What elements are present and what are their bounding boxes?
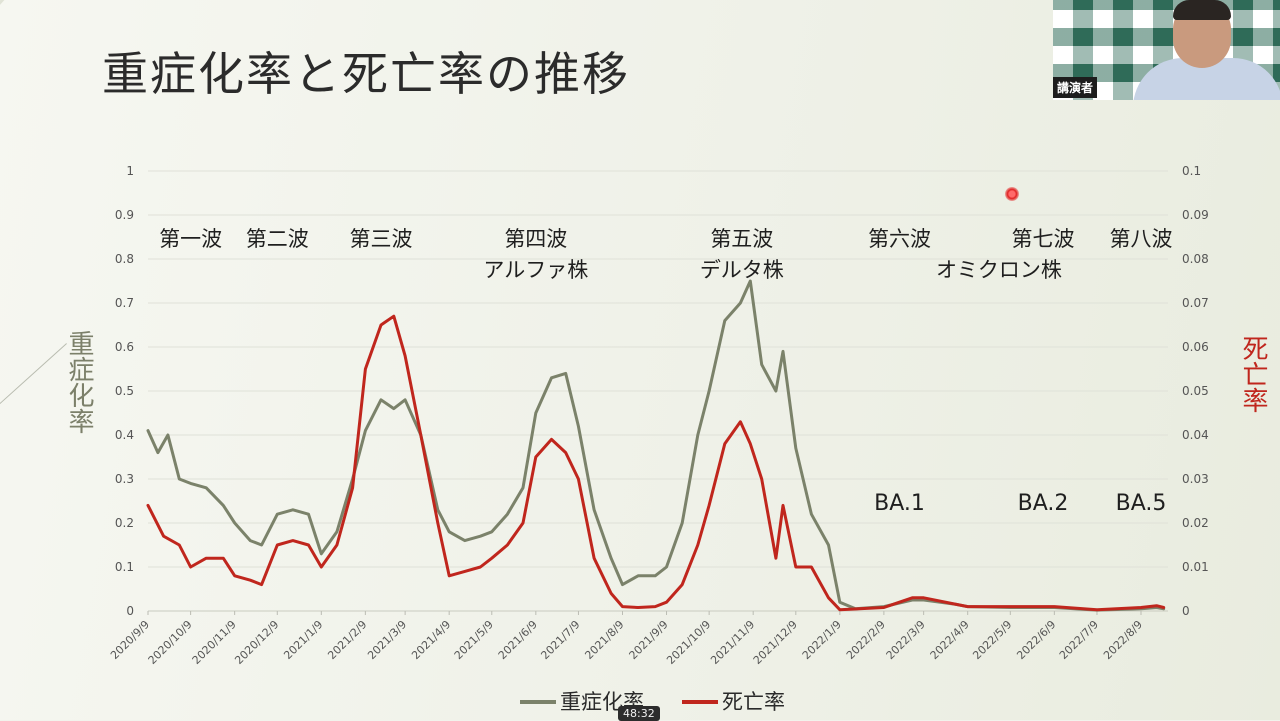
left-tick-label: 0.7 [115, 296, 134, 310]
right-tick-label: 0.09 [1182, 208, 1209, 222]
x-tick-label: 2022/4/9 [928, 618, 972, 662]
x-tick-label: 2021/6/9 [496, 618, 540, 662]
laser-pointer-dot [1005, 187, 1019, 201]
right-tick-label: 0.07 [1182, 296, 1209, 310]
left-tick-label: 1 [126, 164, 134, 178]
x-tick-label: 2021/9/9 [627, 618, 671, 662]
series-line-death-rate [146, 314, 1166, 612]
left-tick-label: 0.9 [115, 208, 134, 222]
x-tick-label: 2021/1/9 [281, 618, 325, 662]
variant-label: BA.1 [874, 491, 925, 516]
left-axis-title: 重症化率 [64, 330, 94, 434]
strain-label: デルタ株 [700, 258, 784, 282]
x-tick-label: 2022/6/9 [1014, 618, 1058, 662]
right-tick-label: 0.04 [1182, 428, 1209, 442]
left-tick-label: 0 [126, 604, 134, 618]
x-tick-label: 2021/3/9 [365, 618, 409, 662]
left-tick-label: 0.1 [115, 560, 134, 574]
left-tick-label: 0.2 [115, 516, 134, 530]
right-tick-label: 0.03 [1182, 472, 1209, 486]
x-tick-label: 2021/2/9 [325, 618, 369, 662]
video-timestamp: 48:32 [618, 706, 660, 721]
x-tick-label: 2020/11/9 [190, 618, 239, 667]
right-tick-label: 0.1 [1182, 164, 1201, 178]
speaker-label: 講演者 [1053, 77, 1098, 98]
x-tick-label: 2021/7/9 [538, 618, 582, 662]
strain-label: アルファ株 [483, 258, 588, 282]
wave-label: 第五波 [710, 227, 773, 251]
slide-title: 重症化率と死亡率の推移 [102, 47, 630, 101]
speaker-hair [1173, 0, 1231, 20]
x-tick-label: 2021/5/9 [452, 618, 496, 662]
left-tick-label: 0.4 [115, 428, 134, 442]
right-tick-label: 0.08 [1182, 252, 1209, 266]
wave-label: 第八波 [1110, 227, 1173, 251]
x-tick-label: 2022/3/9 [884, 618, 928, 662]
wave-label: 第六波 [868, 227, 931, 251]
x-tick-label: 2021/12/9 [751, 618, 800, 667]
x-tick-label: 2021/4/9 [409, 618, 453, 662]
strain-label: オミクロン株 [936, 258, 1062, 282]
right-tick-label: 0 [1182, 604, 1190, 618]
x-tick-label: 2020/12/9 [232, 618, 281, 667]
x-tick-label: 2022/2/9 [844, 618, 888, 662]
right-tick-label: 0.02 [1182, 516, 1209, 530]
left-tick-label: 0.8 [115, 252, 134, 266]
left-tick-label: 0.6 [115, 340, 134, 354]
legend-label: 死亡率 [722, 690, 785, 714]
grid-layer [148, 170, 1168, 612]
wave-label: 第三波 [349, 227, 412, 251]
x-tick-label: 2021/10/9 [664, 618, 713, 667]
variant-label: BA.2 [1018, 491, 1069, 516]
right-tick-label: 0.01 [1182, 560, 1209, 574]
x-tick-label: 2021/8/9 [582, 618, 626, 662]
wave-label: 第二波 [246, 227, 309, 251]
x-tick-label: 2022/8/9 [1101, 618, 1145, 662]
left-tick-label: 0.5 [115, 384, 134, 398]
x-tick-label: 2022/7/9 [1057, 618, 1101, 662]
x-tick-label: 2020/9/9 [108, 618, 152, 662]
x-tick-label: 2021/11/9 [708, 618, 757, 667]
wave-label: 第四波 [504, 227, 567, 251]
series-layer [146, 279, 1166, 612]
right-tick-label: 0.05 [1182, 384, 1209, 398]
left-tick-label: 0.3 [115, 472, 134, 486]
x-tick-label: 2022/1/9 [800, 618, 844, 662]
variant-label: BA.5 [1116, 491, 1167, 516]
series-line-severity-rate [146, 279, 1166, 612]
wave-label: 第七波 [1011, 227, 1074, 251]
wave-label: 第一波 [159, 227, 222, 251]
right-axis-title: 死亡率 [1238, 335, 1268, 413]
x-tick-label: 2020/10/9 [146, 618, 195, 667]
x-tick-label: 2022/5/9 [970, 618, 1014, 662]
speaker-webcam: 講演者 [1053, 0, 1280, 100]
right-tick-label: 0.06 [1182, 340, 1209, 354]
